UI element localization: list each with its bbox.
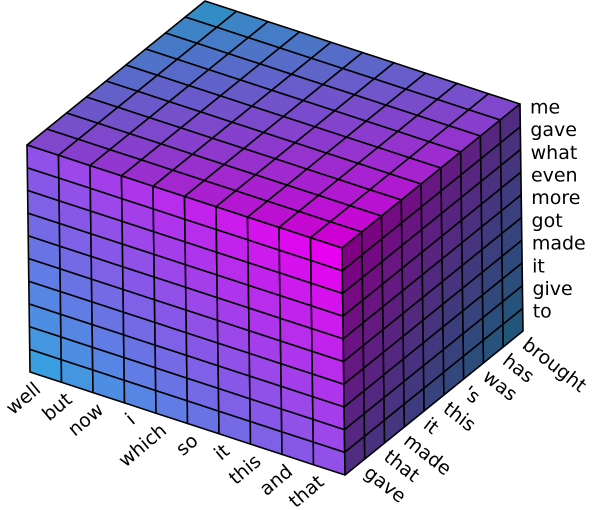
z-tick-label: more xyxy=(531,187,580,209)
z-tick-label: me xyxy=(530,96,560,118)
z-tick-label: it xyxy=(532,255,545,277)
z-tick-label: got xyxy=(532,210,563,232)
voxel-face xyxy=(499,103,522,144)
z-tick-label: gave xyxy=(530,119,577,141)
z-tick-label: give xyxy=(532,278,572,300)
x-tick-label: well xyxy=(2,378,45,419)
z-tick-label: to xyxy=(533,301,552,323)
x-tick-label: which xyxy=(114,419,171,471)
z-tick-label: made xyxy=(532,233,586,255)
z-tick-label: even xyxy=(531,165,578,187)
x-tick-label: so xyxy=(172,430,203,461)
x-tick-label: i xyxy=(121,409,139,429)
z-tick-label: what xyxy=(531,142,578,164)
x-tick-label: it xyxy=(210,440,234,465)
y-tick-label: it xyxy=(419,414,443,439)
